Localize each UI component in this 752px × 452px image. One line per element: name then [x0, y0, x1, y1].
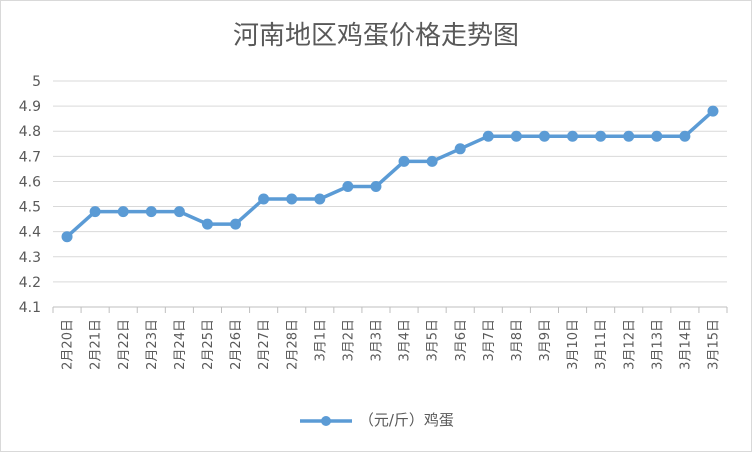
gridlines	[53, 80, 727, 308]
x-tick-label: 3月13日	[650, 319, 665, 370]
legend-label: （元/斤）鸡蛋	[358, 411, 454, 429]
x-tick-label: 3月15日	[707, 319, 722, 370]
x-tick-label: 3月4日	[398, 319, 413, 362]
x-tick-label: 3月5日	[426, 319, 441, 362]
x-tick-label: 2月25日	[201, 319, 216, 370]
y-tick-label: 4.6	[19, 174, 41, 190]
data-point	[623, 130, 635, 142]
x-tick-label: 3月1日	[313, 319, 328, 362]
y-tick-label: 5	[32, 74, 41, 90]
data-point	[651, 130, 663, 142]
x-tick-label: 2月23日	[145, 319, 160, 370]
x-tick-label: 2月20日	[61, 319, 76, 370]
x-tick-label: 2月21日	[89, 319, 104, 370]
x-axis-ticks: 2月20日 2月21日 2月22日 2月23日 2月24日 2月25日 2月26日 2月27日…	[52, 307, 728, 370]
x-tick-label: 3月8日	[510, 319, 525, 362]
x-tick-label: 3月7日	[482, 319, 497, 362]
data-point	[61, 231, 73, 243]
data-point	[567, 130, 579, 142]
x-tick-label: 2月24日	[173, 319, 188, 370]
y-axis-ticks: 4.1 4.2 4.3 4.4 4.5 4.6 4.7 4.8 4.9 5	[19, 74, 41, 316]
data-point	[201, 218, 213, 230]
data-point	[370, 180, 382, 192]
data-point	[173, 206, 185, 218]
data-point	[707, 105, 719, 117]
x-tick-label: 3月14日	[678, 319, 693, 370]
y-tick-label: 4.2	[19, 275, 41, 291]
legend: （元/斤）鸡蛋	[1, 409, 751, 430]
x-tick-label: 2月26日	[229, 319, 244, 370]
x-tick-label: 3月3日	[370, 319, 385, 362]
data-point	[595, 130, 607, 142]
x-tick-label: 2月27日	[257, 319, 272, 370]
y-tick-label: 4.5	[19, 200, 41, 216]
y-tick-label: 4.9	[19, 99, 41, 115]
data-point	[482, 130, 494, 142]
data-point	[258, 193, 270, 205]
y-tick-label: 4.4	[19, 225, 41, 241]
y-tick-label: 4.1	[19, 300, 41, 316]
x-tick-label: 3月11日	[594, 319, 609, 370]
data-point	[679, 130, 691, 142]
data-point	[538, 130, 550, 142]
y-tick-label: 4.7	[19, 149, 41, 165]
data-point	[314, 193, 326, 205]
data-point	[426, 155, 438, 167]
data-point	[286, 193, 298, 205]
data-point	[454, 143, 466, 155]
x-tick-label: 3月6日	[454, 319, 469, 362]
data-point	[145, 206, 157, 218]
data-point	[230, 218, 242, 230]
legend-marker-icon	[300, 415, 353, 426]
data-point	[342, 180, 354, 192]
series-line	[65, 109, 715, 239]
y-tick-label: 4.3	[19, 250, 41, 266]
series-layer	[61, 105, 719, 243]
data-point	[89, 206, 101, 218]
data-point	[398, 155, 410, 167]
x-tick-label: 2月22日	[117, 319, 132, 370]
x-tick-label: 3月2日	[341, 319, 356, 362]
x-tick-label: 2月28日	[285, 319, 300, 370]
x-tick-label: 3月10日	[566, 319, 581, 370]
data-point	[117, 206, 129, 218]
y-tick-label: 4.8	[19, 124, 41, 140]
x-tick-label: 3月12日	[622, 319, 637, 370]
data-point	[510, 130, 522, 142]
x-tick-label: 3月9日	[538, 319, 553, 362]
chart-title: 河南地区鸡蛋价格走势图	[232, 21, 519, 51]
